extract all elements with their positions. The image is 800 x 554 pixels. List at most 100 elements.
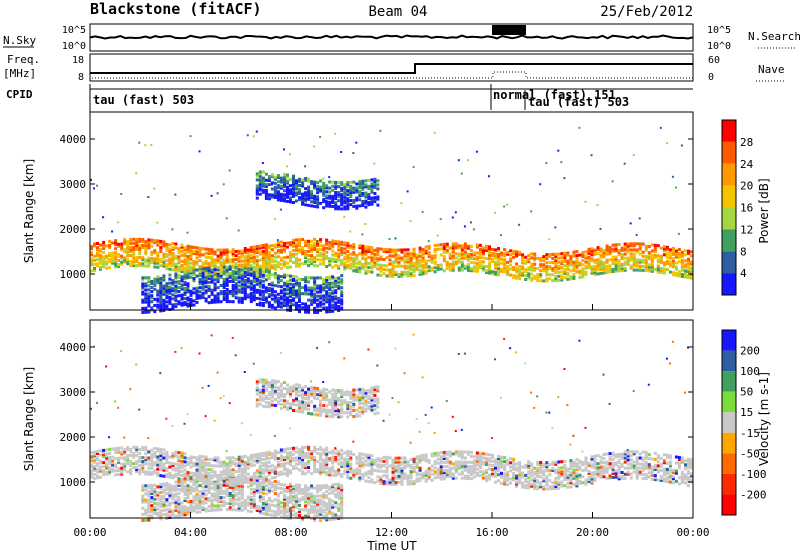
- heatmap-cell: [322, 278, 326, 282]
- heatmap-cell: [105, 466, 109, 470]
- heatmap-cell: [343, 199, 347, 203]
- heatmap-cell: [403, 272, 407, 276]
- heatmap-cell: [216, 256, 220, 260]
- heatmap-cell: [249, 246, 253, 249]
- heatmap-cell: [524, 267, 528, 271]
- heatmap-cell: [653, 253, 657, 257]
- heatmap-cell: [135, 466, 139, 469]
- heatmap-cell: [295, 387, 298, 391]
- heatmap-cell: [273, 471, 277, 475]
- heatmap-cell: [195, 288, 199, 292]
- heatmap-cell: [219, 496, 223, 500]
- heatmap-cell: [192, 264, 196, 268]
- heatmap-cell: [261, 384, 265, 388]
- heatmap-cell: [273, 404, 277, 407]
- heatmap-cell: [171, 489, 175, 493]
- heatmap-cell: [316, 484, 320, 488]
- heatmap-cell: [273, 259, 277, 263]
- heatmap-cell: [228, 275, 232, 279]
- heatmap-cell: [264, 394, 268, 398]
- heatmap-cell: [313, 237, 317, 241]
- heatmap-cell: [596, 204, 599, 206]
- heatmap-cell: [171, 287, 175, 291]
- nsky-trace: [89, 34, 694, 40]
- heatmap-cell: [252, 298, 256, 302]
- heatmap-cell: [225, 256, 229, 260]
- heatmap-cell: [186, 506, 190, 510]
- heatmap-cell: [313, 198, 317, 202]
- heatmap-cell: [680, 264, 684, 268]
- heatmap-cell: [270, 254, 274, 258]
- heatmap-cell: [316, 387, 320, 391]
- heatmap-cell: [186, 508, 190, 512]
- heatmap-cell: [186, 265, 190, 269]
- heatmap-cell: [596, 266, 600, 270]
- heatmap-cell: [213, 282, 217, 286]
- heatmap-cell: [295, 244, 298, 248]
- heatmap-cell: [337, 506, 341, 510]
- heatmap-cell: [192, 474, 196, 478]
- heatmap-cell: [147, 502, 151, 506]
- heatmap-cell: [228, 456, 232, 460]
- heatmap-cell: [289, 188, 292, 192]
- heatmap-cell: [117, 252, 121, 256]
- heatmap-cell: [177, 481, 181, 485]
- heatmap-cell: [397, 274, 401, 278]
- heatmap-cell: [147, 284, 151, 288]
- heatmap-cell: [322, 186, 326, 189]
- heatmap-cell: [331, 309, 335, 313]
- heatmap-cell: [304, 262, 308, 266]
- heatmap-cell: [337, 305, 341, 308]
- heatmap-cell: [207, 249, 211, 253]
- heatmap-cell: [192, 277, 196, 281]
- heatmap-cell: [331, 467, 335, 471]
- heatmap-cell: [397, 264, 401, 268]
- heatmap-cell: [304, 407, 308, 411]
- heatmap-cell: [557, 256, 561, 260]
- heatmap-cell: [463, 244, 467, 248]
- heatmap-cell: [442, 257, 446, 261]
- heatmap-cell: [111, 253, 115, 257]
- heatmap-cell: [331, 404, 335, 408]
- heatmap-cell: [307, 276, 311, 280]
- heatmap-cell: [150, 256, 154, 260]
- heatmap-cell: [358, 184, 362, 188]
- heatmap-cell: [258, 301, 262, 305]
- heatmap-cell: [518, 265, 522, 268]
- heatmap-cell: [632, 252, 636, 256]
- heatmap-cell: [276, 278, 280, 282]
- heatmap-cell: [210, 292, 214, 296]
- heatmap-cell: [554, 279, 558, 283]
- heatmap-cell: [316, 286, 320, 290]
- heatmap-cell: [340, 488, 344, 492]
- heatmap-cell: [343, 267, 347, 271]
- heatmap-cell: [276, 473, 280, 477]
- heatmap-cell: [301, 182, 305, 186]
- heatmap-cell: [153, 277, 157, 281]
- heatmap-cell: [111, 469, 115, 473]
- heatmap-cell: [249, 487, 253, 491]
- heatmap-cell: [171, 456, 175, 459]
- heatmap-cell: [340, 475, 344, 479]
- heatmap-cell: [451, 262, 455, 266]
- heatmap-cell: [355, 196, 359, 200]
- heatmap-cell: [659, 260, 663, 264]
- heatmap-cell: [162, 490, 166, 494]
- heatmap-cell: [307, 245, 311, 249]
- heatmap-cell: [292, 402, 295, 406]
- heatmap-cell: [319, 136, 322, 138]
- heatmap-cell: [270, 379, 274, 383]
- heatmap-cell: [349, 258, 353, 262]
- heatmap-cell: [261, 162, 264, 164]
- heatmap-cell: [295, 487, 298, 491]
- heatmap-cell: [611, 247, 615, 251]
- heatmap-cell: [249, 475, 253, 479]
- heatmap-cell: [394, 252, 398, 256]
- heatmap-cell: [400, 202, 403, 205]
- heatmap-cell: [298, 483, 301, 487]
- heatmap-cell: [313, 449, 317, 453]
- heatmap-cell: [289, 390, 292, 394]
- heatmap-cell: [267, 289, 271, 292]
- heatmap-cell: [307, 447, 311, 451]
- heatmap-cell: [539, 265, 543, 269]
